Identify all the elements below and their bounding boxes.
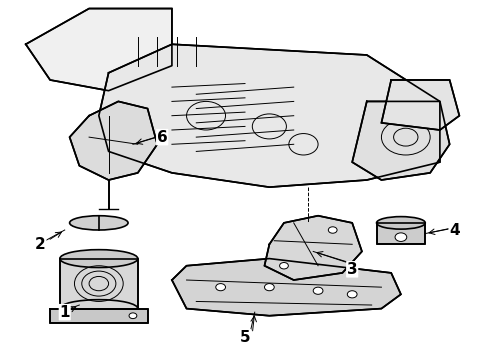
Polygon shape xyxy=(60,258,138,309)
Ellipse shape xyxy=(60,300,138,318)
Circle shape xyxy=(216,284,225,291)
Polygon shape xyxy=(381,80,460,130)
Circle shape xyxy=(313,287,323,294)
Circle shape xyxy=(347,291,357,298)
Polygon shape xyxy=(376,223,425,244)
Text: 6: 6 xyxy=(157,130,168,145)
Circle shape xyxy=(395,233,407,242)
Text: 5: 5 xyxy=(240,330,250,345)
Polygon shape xyxy=(50,309,147,323)
Ellipse shape xyxy=(60,249,138,267)
Circle shape xyxy=(280,262,288,269)
Circle shape xyxy=(129,313,137,319)
Polygon shape xyxy=(99,44,440,187)
Polygon shape xyxy=(70,102,157,180)
Polygon shape xyxy=(172,258,401,316)
Text: 3: 3 xyxy=(347,262,358,277)
Polygon shape xyxy=(265,216,362,280)
Circle shape xyxy=(61,313,69,319)
Text: 4: 4 xyxy=(449,222,460,238)
Polygon shape xyxy=(26,9,172,91)
Ellipse shape xyxy=(70,216,128,230)
Circle shape xyxy=(265,284,274,291)
Text: 2: 2 xyxy=(35,237,46,252)
Polygon shape xyxy=(352,102,450,180)
Circle shape xyxy=(328,227,337,233)
Text: 1: 1 xyxy=(59,305,70,320)
Ellipse shape xyxy=(376,217,425,229)
